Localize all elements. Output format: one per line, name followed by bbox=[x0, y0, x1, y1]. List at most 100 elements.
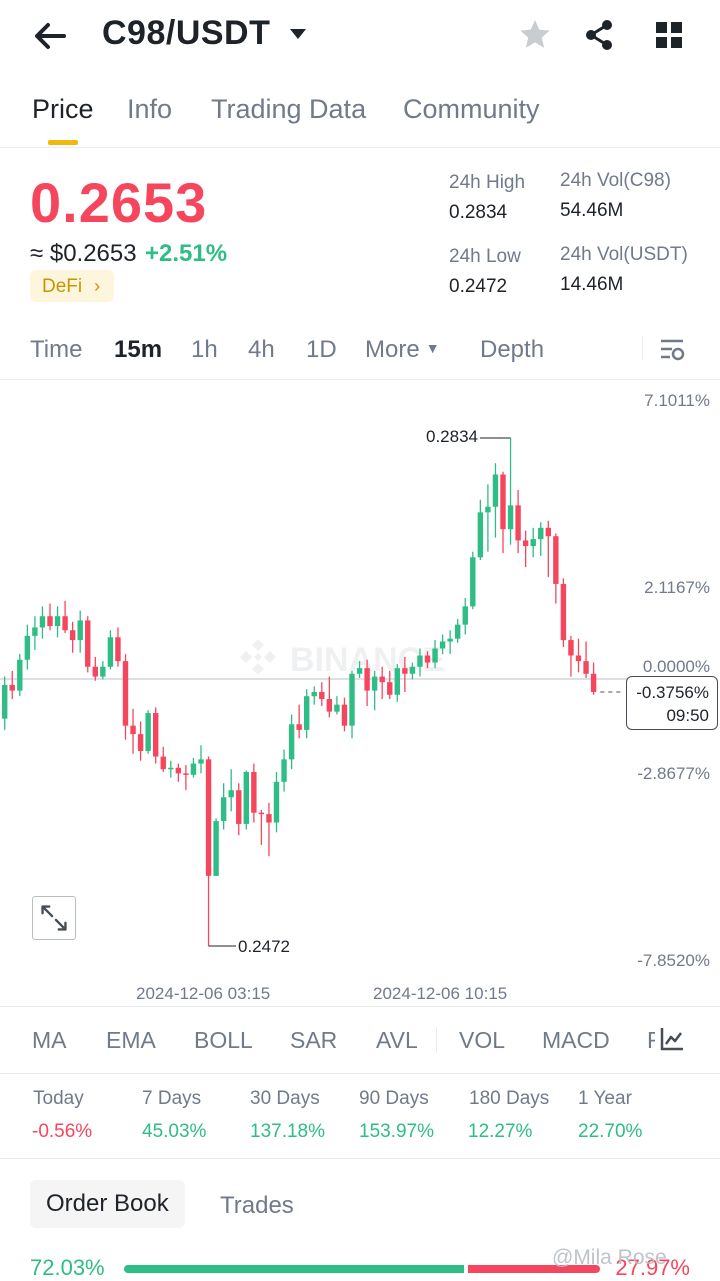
expand-icon[interactable] bbox=[32, 896, 76, 940]
candle bbox=[545, 520, 551, 577]
caret-down-icon[interactable] bbox=[288, 26, 308, 42]
vol-quote-label: 24h Vol(USDT) bbox=[560, 244, 688, 265]
indicator-macd[interactable]: MACD bbox=[542, 1027, 610, 1053]
interval-1d[interactable]: 1D bbox=[306, 336, 337, 363]
tab-info[interactable]: Info bbox=[127, 94, 173, 124]
candle bbox=[175, 763, 182, 782]
high-marker-label: 0.2834 bbox=[426, 427, 478, 446]
perf-value-today: -0.56% bbox=[32, 1121, 93, 1142]
last-price-marker: -0.3756% 09:50 bbox=[626, 676, 718, 730]
last-pct-label: -0.3756% bbox=[636, 683, 709, 702]
tab-order-book[interactable]: Order Book bbox=[30, 1180, 185, 1228]
axis-label: 7.1011% bbox=[644, 391, 710, 410]
candle bbox=[47, 603, 53, 631]
candle bbox=[341, 697, 348, 732]
candle bbox=[356, 661, 363, 678]
candle bbox=[85, 616, 91, 673]
chart-settings-icon[interactable] bbox=[658, 336, 686, 364]
candle bbox=[145, 710, 151, 754]
share-icon[interactable] bbox=[580, 16, 618, 54]
candle bbox=[122, 654, 129, 740]
candle bbox=[198, 745, 204, 774]
candle bbox=[583, 641, 589, 678]
candle bbox=[349, 670, 355, 739]
interval-depth[interactable]: Depth bbox=[480, 336, 545, 363]
indicator-settings-icon[interactable] bbox=[658, 1025, 686, 1053]
indicator-more[interactable]: F bbox=[647, 1027, 655, 1053]
perf-label-1y: 1 Year bbox=[578, 1088, 632, 1109]
candle bbox=[39, 606, 46, 639]
chevron-right-icon: › bbox=[94, 276, 101, 296]
candle bbox=[190, 757, 197, 778]
candle bbox=[213, 818, 219, 876]
indicator-sar[interactable]: SAR bbox=[290, 1027, 338, 1053]
kline-chart[interactable]: BINANCE 7.1011% 2.1167% 0.0000% -2.8677%… bbox=[0, 381, 720, 1006]
tab-community[interactable]: Community bbox=[403, 94, 540, 124]
last-price: 0.2653 bbox=[30, 171, 208, 234]
category-tag[interactable]: DeFi › bbox=[30, 270, 115, 302]
candle bbox=[500, 471, 506, 554]
candle bbox=[311, 686, 317, 705]
candle bbox=[394, 663, 400, 702]
tab-trades[interactable]: Trades bbox=[220, 1192, 294, 1219]
candle bbox=[379, 666, 385, 700]
candle bbox=[205, 756, 212, 946]
candle bbox=[54, 606, 61, 638]
candle bbox=[137, 721, 144, 761]
candle bbox=[168, 760, 174, 778]
perf-label-7d: 7 Days bbox=[142, 1088, 202, 1109]
divider bbox=[436, 1027, 437, 1053]
high-label: 24h High bbox=[449, 172, 526, 193]
interval-more[interactable]: More ▼ bbox=[365, 336, 440, 364]
candlestick-plot[interactable] bbox=[0, 381, 720, 1006]
grid-icon[interactable] bbox=[652, 18, 686, 52]
interval-1h[interactable]: 1h bbox=[191, 336, 218, 363]
axis-label: -7.8520% bbox=[637, 951, 710, 970]
candle bbox=[447, 630, 453, 655]
candle bbox=[477, 499, 484, 561]
candle bbox=[258, 809, 265, 845]
candle bbox=[334, 696, 340, 715]
indicator-boll[interactable]: BOLL bbox=[194, 1027, 253, 1053]
star-icon[interactable] bbox=[516, 16, 554, 54]
candle bbox=[9, 670, 15, 700]
indicator-avl[interactable]: AVL bbox=[376, 1027, 418, 1053]
x-tick-label: 2024-12-06 10:15 bbox=[373, 984, 508, 1003]
tab-trading-data[interactable]: Trading Data bbox=[211, 94, 367, 124]
candle bbox=[371, 670, 378, 711]
arrow-left-icon[interactable] bbox=[28, 14, 72, 58]
perf-label-today: Today bbox=[33, 1088, 84, 1109]
candle bbox=[220, 783, 227, 830]
candle bbox=[507, 438, 514, 545]
tab-price[interactable]: Price bbox=[32, 94, 94, 124]
interval-4h[interactable]: 4h bbox=[248, 336, 275, 363]
interval-more-label: More bbox=[365, 336, 420, 363]
indicator-vol[interactable]: VOL bbox=[459, 1027, 506, 1053]
indicator-ma[interactable]: MA bbox=[32, 1027, 67, 1053]
indicator-ema[interactable]: EMA bbox=[106, 1027, 156, 1053]
candle bbox=[24, 624, 31, 670]
candle bbox=[417, 648, 423, 677]
candle bbox=[439, 634, 446, 655]
candle bbox=[153, 707, 159, 764]
candle bbox=[251, 763, 257, 823]
category-tag-label: DeFi bbox=[42, 276, 83, 297]
axis-label: 0.0000% bbox=[642, 657, 710, 676]
perf-label-90d: 90 Days bbox=[359, 1088, 429, 1109]
candle bbox=[568, 635, 574, 677]
pair-title[interactable]: C98/USDT bbox=[102, 14, 271, 52]
candle bbox=[130, 708, 136, 754]
interval-15m[interactable]: 15m bbox=[114, 336, 163, 363]
low-marker-label: 0.2472 bbox=[238, 937, 290, 956]
interval-time[interactable]: Time bbox=[30, 336, 83, 363]
perf-value-180d: 12.27% bbox=[468, 1121, 533, 1142]
candle bbox=[492, 463, 499, 538]
candle bbox=[183, 764, 189, 791]
section-tabs: Price Info Trading Data Community bbox=[0, 86, 720, 148]
candle bbox=[243, 770, 249, 830]
buy-ratio: 72.03% bbox=[30, 1255, 105, 1280]
caret-down-icon: ▼ bbox=[425, 340, 440, 356]
interval-bar: Time 15m 1h 4h 1D More ▼ Depth bbox=[0, 322, 720, 380]
candle bbox=[107, 630, 114, 670]
active-tab-indicator bbox=[48, 140, 78, 145]
